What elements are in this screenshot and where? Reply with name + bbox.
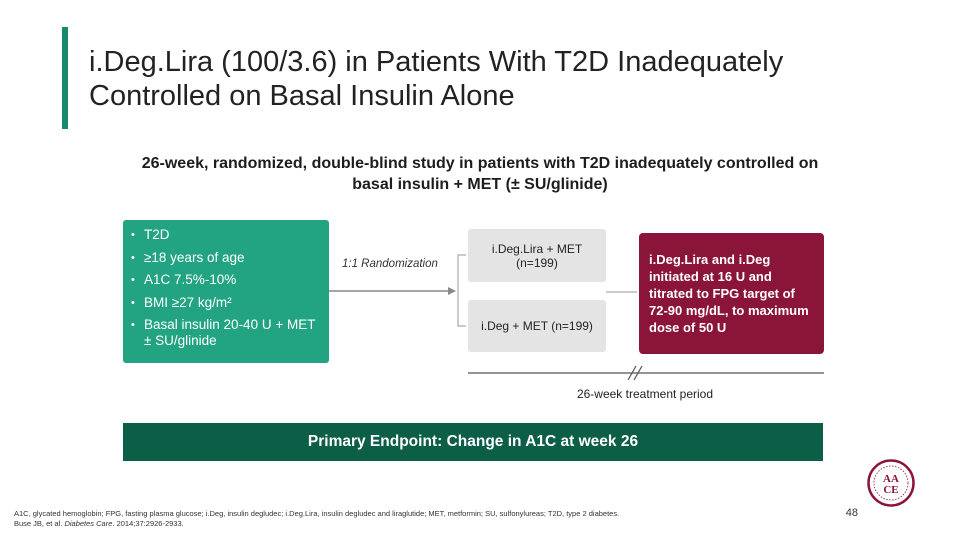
arm-name: i.Deg.Lira + MET	[491, 241, 583, 256]
title-accent-bar	[62, 27, 68, 129]
reference-authors: Buse JB, et al.	[14, 519, 63, 528]
aace-logo-icon: AA CE	[867, 459, 915, 507]
arm-n: (n=199)	[516, 255, 558, 270]
page-number: 48	[845, 507, 858, 519]
arm-name: i.Deg + MET (n=199)	[481, 319, 593, 333]
abbreviations: A1C, glycated hemoglobin; FPG, fasting p…	[14, 509, 620, 518]
inclusion-criteria-box: T2D ≥18 years of age A1C 7.5%-10% BMI ≥2…	[123, 220, 329, 363]
criterion-item: BMI ≥27 kg/m²	[131, 295, 323, 311]
axis-break-mark	[633, 365, 643, 381]
criterion-item: A1C 7.5%-10%	[131, 272, 323, 288]
reference-details: . 2014;37:2926-2933.	[112, 519, 184, 528]
arm-ideg: i.Deg + MET (n=199)	[468, 300, 606, 352]
split-bracket	[457, 254, 466, 327]
arrow-head-icon	[448, 287, 456, 295]
endpoint-label: Primary Endpoint:	[307, 433, 443, 450]
svg-text:CE: CE	[883, 484, 898, 496]
titration-box: i.Deg.Lira and i.Deg initiated at 16 U a…	[639, 233, 824, 354]
slide-title: i.Deg.Lira (100/3.6) in Patients With T2…	[89, 46, 784, 112]
criterion-item: T2D	[131, 227, 323, 243]
criterion-item: ≥18 years of age	[131, 250, 323, 266]
footnote: A1C, glycated hemoglobin; FPG, fasting p…	[14, 509, 774, 529]
svg-text:AA: AA	[883, 473, 899, 485]
primary-endpoint-banner: Primary Endpoint: Change in A1C at week …	[123, 423, 823, 461]
randomization-label: 1:1 Randomization	[342, 258, 438, 270]
study-description: 26-week, randomized, double-blind study …	[141, 155, 819, 193]
treatment-period-label: 26-week treatment period	[576, 387, 714, 401]
endpoint-text: Change in A1C at week 26	[446, 433, 639, 450]
axis-break-mark	[627, 365, 637, 381]
reference-journal: Diabetes Care	[64, 519, 113, 528]
criterion-item: Basal insulin 20-40 U + MET ± SU/glinide	[131, 317, 323, 349]
arm-idegLira: i.Deg.Lira + MET (n=199)	[468, 229, 606, 282]
reference: Buse JB, et al. Diabetes Care. 2014;37:2…	[14, 519, 774, 529]
